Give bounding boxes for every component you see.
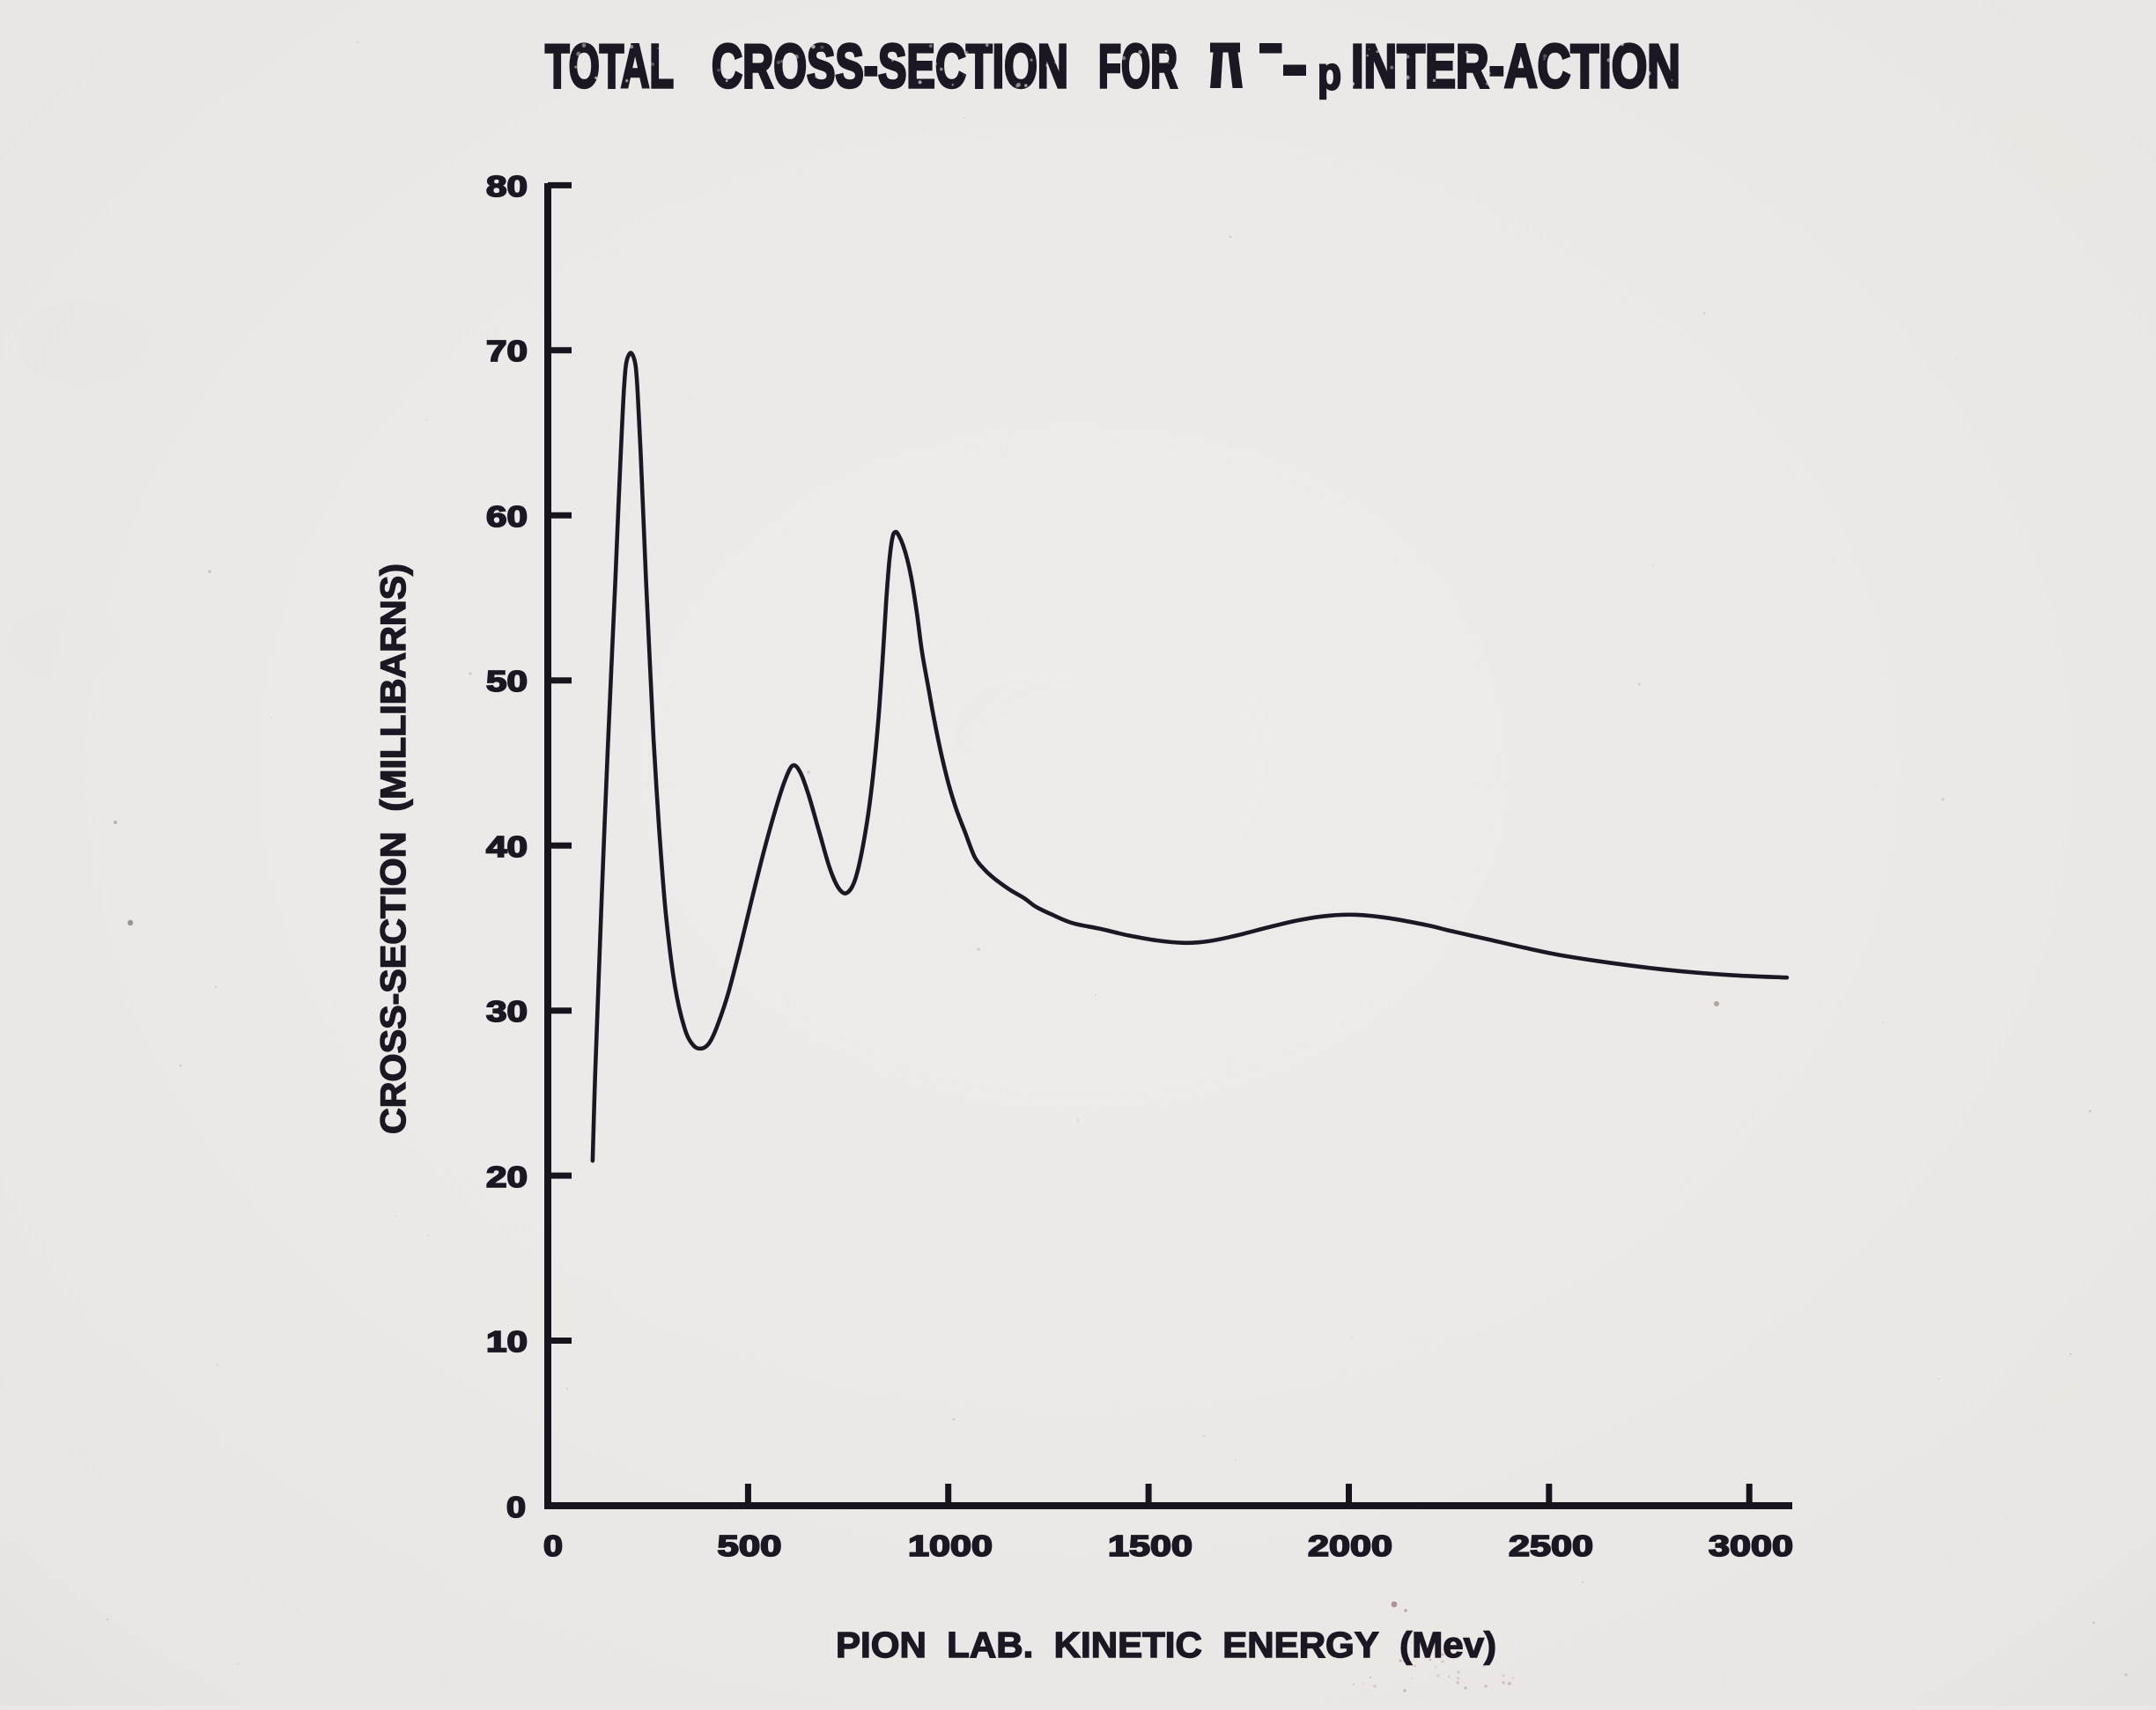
svg-text:3000: 3000: [1709, 1530, 1793, 1563]
svg-text:50: 50: [486, 666, 528, 698]
svg-text:60: 60: [486, 501, 528, 534]
svg-text:0: 0: [543, 1530, 563, 1563]
svg-text:FOR: FOR: [1098, 32, 1178, 100]
svg-text:30: 30: [486, 996, 528, 1028]
svg-text:p: p: [1318, 48, 1341, 100]
svg-text:2000: 2000: [1308, 1530, 1392, 1563]
svg-text:70: 70: [486, 335, 528, 368]
svg-text:INTER-ACTION: INTER-ACTION: [1351, 32, 1680, 100]
svg-text:20: 20: [486, 1161, 528, 1194]
svg-text:2500: 2500: [1509, 1530, 1593, 1563]
svg-text:TOTAL: TOTAL: [545, 32, 674, 100]
svg-text:PION LAB. KINETIC ENERGY (: PION LAB. KINETIC ENERGY (Mev): [836, 1625, 1496, 1665]
svg-text:40: 40: [486, 831, 528, 864]
svg-text:500: 500: [718, 1530, 782, 1563]
svg-text:1000: 1000: [908, 1530, 993, 1563]
svg-text:CROSS-SECTION: CROSS-SECTION: [712, 32, 1068, 100]
svg-text:0: 0: [506, 1492, 526, 1524]
svg-text:10: 10: [486, 1326, 528, 1359]
svg-text:CROSS-SECTION (MILLIBARNS): CROSS-SECTION (MILLIBARNS): [374, 564, 413, 1134]
svg-text:80: 80: [486, 171, 528, 203]
svg-text:1500: 1500: [1108, 1530, 1192, 1563]
